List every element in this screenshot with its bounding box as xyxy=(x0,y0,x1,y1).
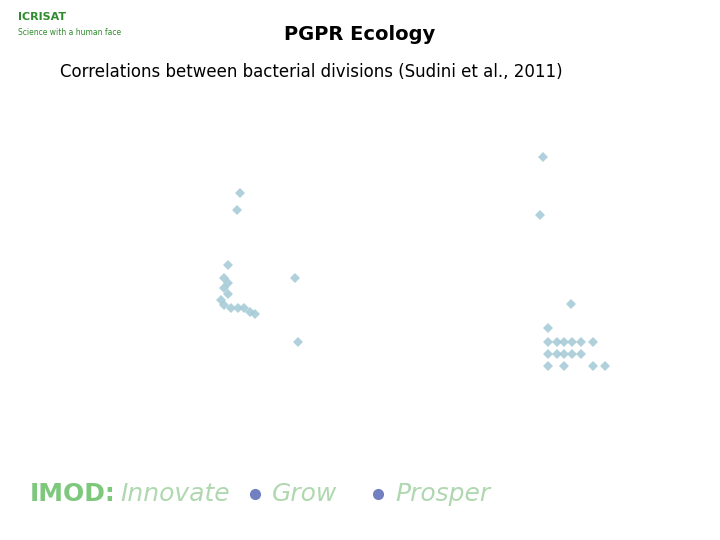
Text: PGPR Ecology: PGPR Ecology xyxy=(284,25,436,44)
Text: Innovate: Innovate xyxy=(120,482,230,506)
Text: ICRISAT: ICRISAT xyxy=(18,12,66,22)
Text: Prosper: Prosper xyxy=(395,482,490,506)
Text: Science with a human face: Science with a human face xyxy=(18,28,121,37)
Text: IMOD:: IMOD: xyxy=(30,482,116,506)
Text: Correlations between bacterial divisions (Sudini et al., 2011): Correlations between bacterial divisions… xyxy=(60,63,562,81)
Text: Grow: Grow xyxy=(272,482,338,506)
